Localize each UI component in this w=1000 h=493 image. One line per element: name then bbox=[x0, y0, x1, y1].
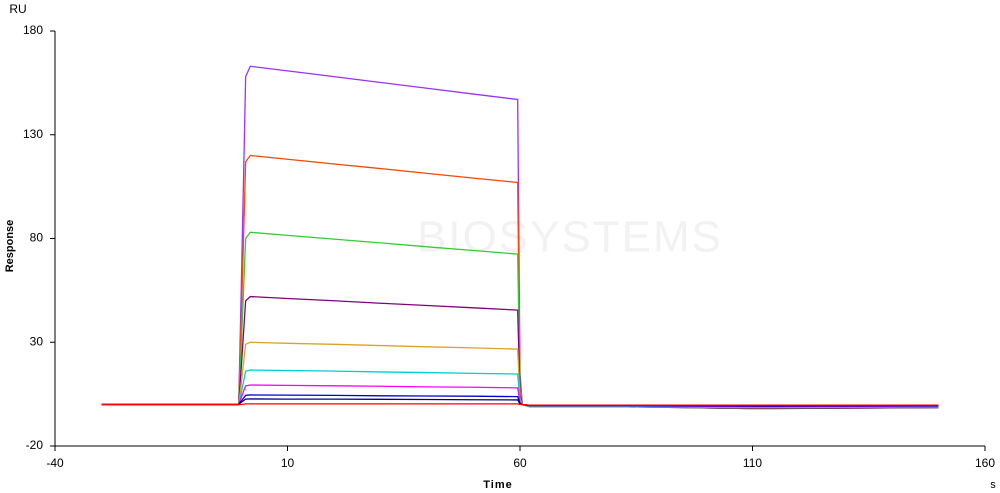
watermark: BIOSYSTEMS bbox=[417, 213, 723, 262]
x-tick-label: 10 bbox=[281, 456, 295, 470]
x-unit: s bbox=[990, 479, 996, 491]
y-tick-label: 80 bbox=[30, 231, 44, 245]
x-tick-label: 60 bbox=[513, 456, 527, 470]
y-tick-label: 180 bbox=[23, 23, 43, 37]
y-tick-label: -20 bbox=[26, 438, 44, 452]
x-axis-label: Time bbox=[483, 479, 512, 491]
y-axis-label: Response bbox=[4, 220, 16, 273]
x-tick-label: -40 bbox=[46, 456, 64, 470]
sensorgram-line bbox=[101, 403, 939, 406]
y-tick-label: 30 bbox=[30, 334, 44, 348]
x-tick-label: 110 bbox=[743, 456, 762, 470]
x-tick-label: 160 bbox=[975, 456, 995, 470]
y-tick-label: 130 bbox=[23, 127, 43, 141]
y-unit: RU bbox=[9, 2, 26, 16]
